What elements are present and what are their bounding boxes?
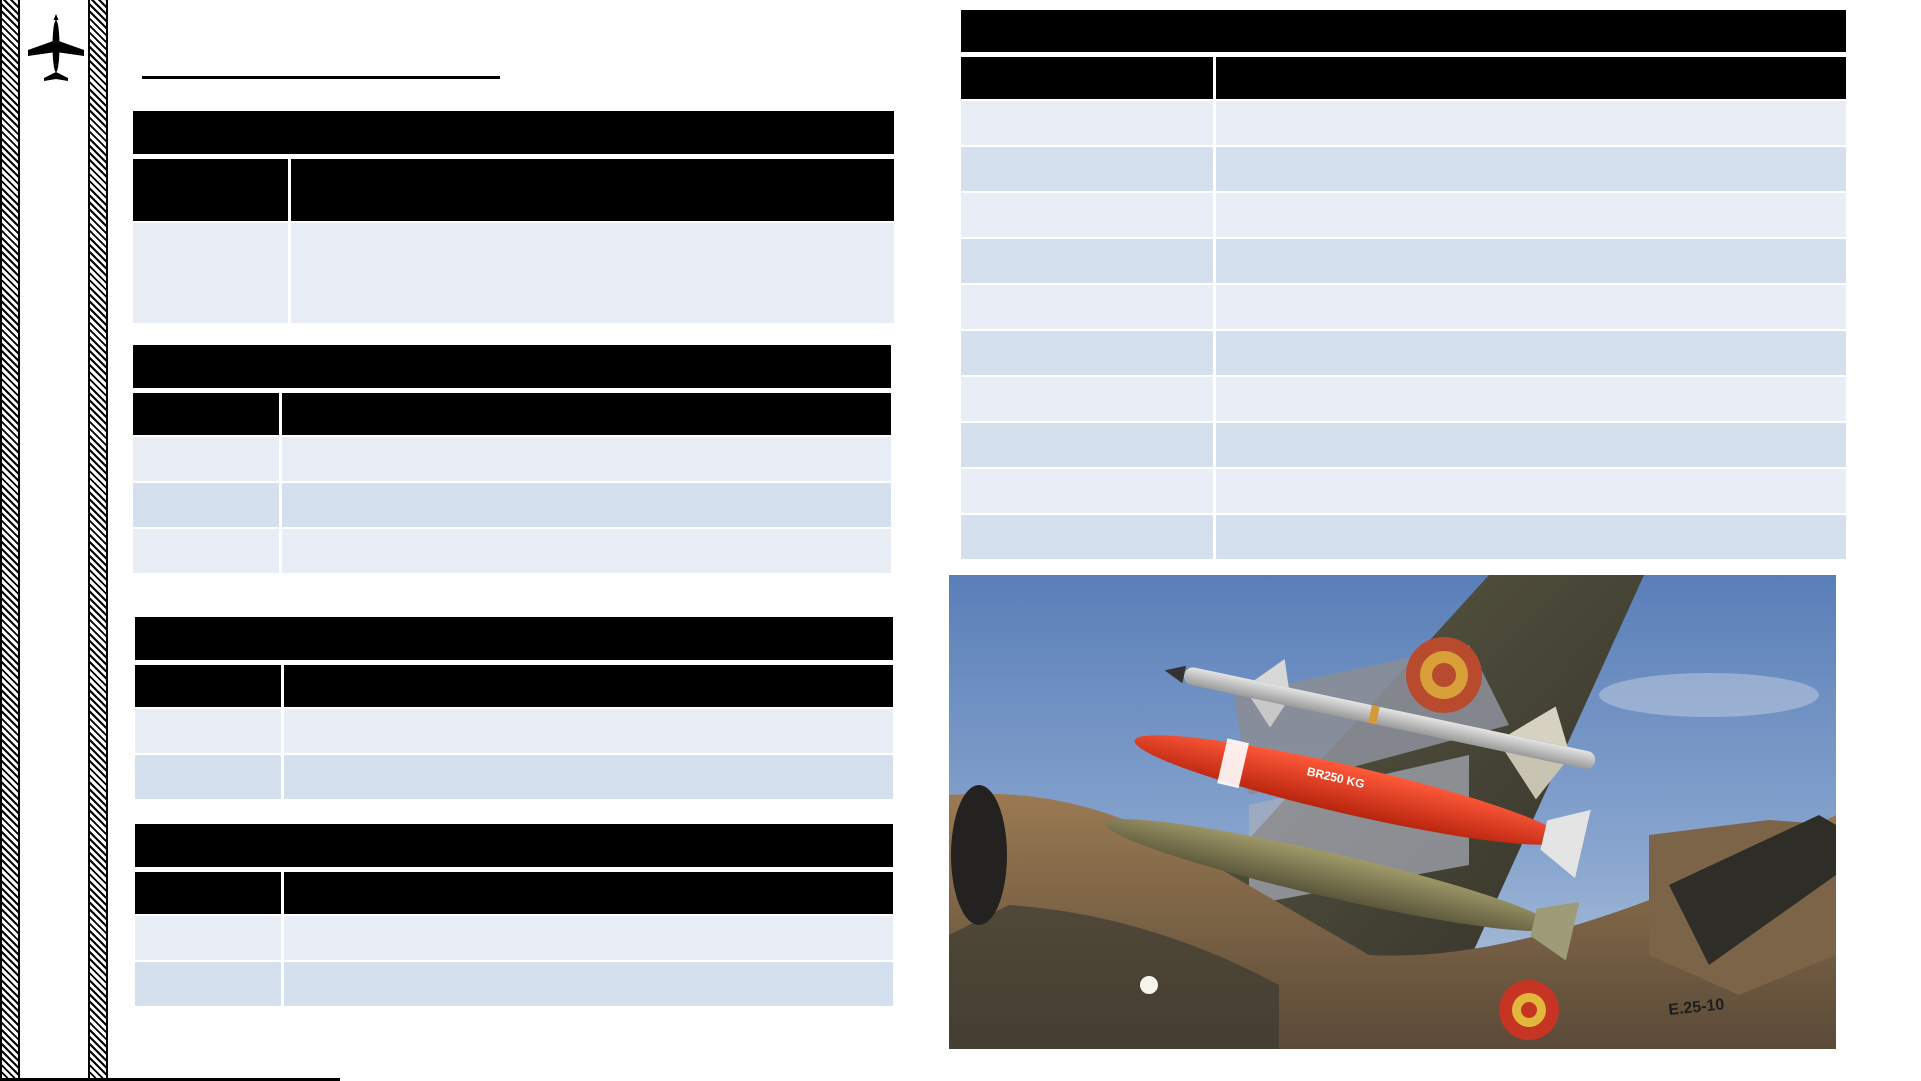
table-cell [284, 916, 893, 960]
table-cell [961, 147, 1213, 191]
table-cell [1216, 239, 1846, 283]
table-cell [1216, 331, 1846, 375]
table-cell [1216, 423, 1846, 467]
table-cell [961, 469, 1213, 513]
table-header-cell [284, 665, 893, 707]
table-cell [961, 377, 1213, 421]
table-cell [291, 223, 894, 323]
table-cell [282, 483, 891, 527]
table-cell [961, 193, 1213, 237]
table-cell [282, 529, 891, 573]
table-cell [1216, 147, 1846, 191]
spec-table-3 [135, 617, 893, 801]
table-cell [961, 515, 1213, 559]
table-header-cell [282, 393, 891, 435]
table-header-cell [133, 159, 288, 221]
table-title [961, 10, 1846, 52]
table-cell [961, 285, 1213, 329]
page-title-underline [142, 76, 500, 79]
spec-table-4 [135, 824, 893, 1008]
table-cell [133, 483, 279, 527]
left-hatched-rail [0, 0, 20, 1081]
table-cell [961, 239, 1213, 283]
aircraft-icon [28, 14, 84, 81]
table-cell [1216, 101, 1846, 145]
table-cell [284, 962, 893, 1006]
table-title [133, 111, 894, 154]
table-cell [1216, 193, 1846, 237]
table-cell [135, 962, 281, 1006]
table-cell [135, 755, 281, 799]
table-cell [1216, 515, 1846, 559]
table-cell [135, 709, 281, 753]
table-cell [961, 423, 1213, 467]
spec-table-1 [133, 111, 894, 323]
table-header-cell [133, 393, 279, 435]
table-cell [133, 223, 288, 323]
table-header-cell [291, 159, 894, 221]
table-cell [133, 437, 279, 481]
footer-rule [0, 1078, 340, 1081]
table-cell [1216, 469, 1846, 513]
right-hatched-rail [88, 0, 108, 1081]
table-cell [282, 437, 891, 481]
spec-table-5 [961, 10, 1846, 563]
table-header-cell [135, 665, 281, 707]
table-cell [135, 916, 281, 960]
table-header-cell [284, 872, 893, 914]
table-cell [1216, 285, 1846, 329]
spec-table-2 [133, 345, 891, 575]
table-cell [284, 755, 893, 799]
table-cell [961, 101, 1213, 145]
table-header-cell [961, 57, 1213, 99]
table-title [133, 345, 891, 388]
table-header-cell [135, 872, 281, 914]
table-cell [133, 529, 279, 573]
table-header-cell [1216, 57, 1846, 99]
tail-code-text: E.25-10 [1668, 996, 1726, 1019]
table-title [135, 617, 893, 660]
aircraft-weapons-photo: BR250 KG E.25-10 [949, 575, 1836, 1049]
table-cell [961, 331, 1213, 375]
table-cell [1216, 377, 1846, 421]
table-cell [284, 709, 893, 753]
table-title [135, 824, 893, 867]
